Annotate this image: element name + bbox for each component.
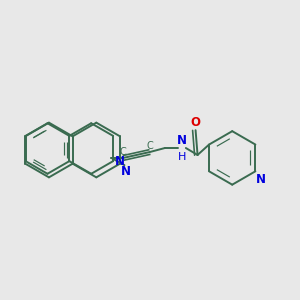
Text: O: O [190, 116, 201, 129]
Text: H: H [178, 152, 186, 162]
Text: C: C [120, 147, 127, 157]
Text: N: N [121, 165, 131, 178]
Text: N: N [115, 155, 124, 168]
Text: N: N [256, 173, 266, 186]
Text: N: N [177, 134, 187, 147]
Text: C: C [147, 141, 153, 151]
